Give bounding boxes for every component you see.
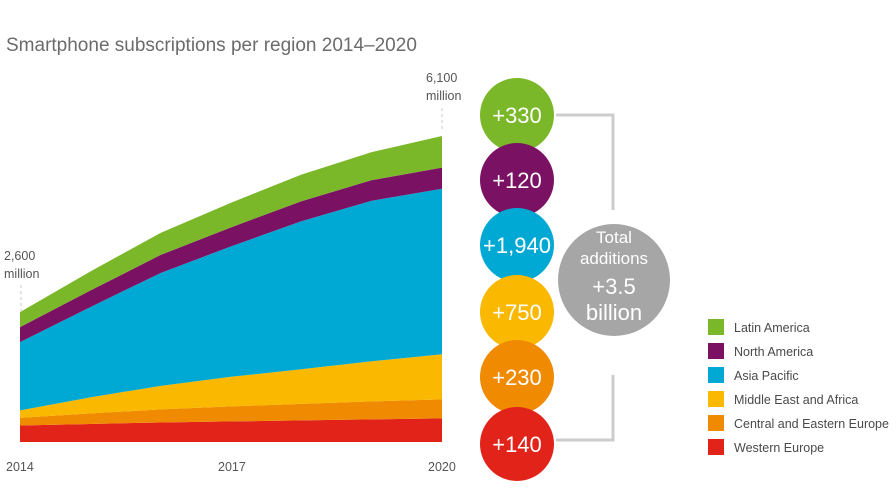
x-tick-2017: 2017 [218, 460, 246, 474]
x-tick-2014: 2014 [6, 460, 34, 474]
bubble-circle [480, 275, 554, 349]
bubble-circle [480, 407, 554, 481]
bubble-label: +230 [492, 365, 542, 390]
end-unit-label: million [426, 89, 461, 103]
area-middle-east-and-africa [20, 354, 442, 418]
total-line-2: additions [580, 249, 648, 268]
bubble-label: +1,940 [483, 233, 551, 258]
total-additions-bubble: Total additions +3.5 billion [558, 224, 670, 336]
legend-swatch-middle-east-africa [708, 391, 724, 407]
total-circle [558, 224, 670, 336]
total-line-1: Total [596, 228, 632, 247]
legend-swatch-central-eastern-europe [708, 415, 724, 431]
legend-swatch-north-america [708, 343, 724, 359]
addition-bubble-central-eastern-europe: +230 [480, 340, 554, 414]
area-central-and-eastern-europe [20, 399, 442, 426]
start-value-label: 2,600 [4, 249, 35, 263]
bubble-label: +750 [492, 300, 542, 325]
legend-label-north-america: North America [734, 345, 813, 359]
legend-swatch-western-europe [708, 439, 724, 455]
bubble-circle [480, 208, 554, 282]
additions-bracket [556, 113, 615, 442]
addition-bubble-middle-east-africa: +750 [480, 275, 554, 349]
bubble-circle [480, 340, 554, 414]
legend: Latin America North America Asia Pacific… [708, 319, 889, 455]
area-asia-pacific [20, 188, 442, 411]
legend-swatch-latin-america [708, 319, 724, 335]
legend-label-asia-pacific: Asia Pacific [734, 369, 799, 383]
bubble-circle [480, 143, 554, 217]
stacked-areas [20, 136, 442, 442]
end-value-label: 6,100 [426, 71, 457, 85]
area-latin-america [20, 136, 442, 328]
legend-label-latin-america: Latin America [734, 321, 810, 335]
area-north-america [20, 167, 442, 343]
area-western-europe [20, 418, 442, 442]
addition-bubble-asia-pacific: +1,940 [480, 208, 554, 282]
total-line-4: billion [586, 300, 642, 325]
addition-bubble-north-america: +120 [480, 143, 554, 217]
bubble-label: +140 [492, 432, 542, 457]
total-line-3: +3.5 [592, 274, 635, 299]
addition-bubble-western-europe: +140 [480, 407, 554, 481]
bubble-circle [480, 78, 554, 152]
addition-bubble-latin-america: +330 [480, 78, 554, 152]
legend-label-middle-east-africa: Middle East and Africa [734, 393, 858, 407]
start-unit-label: million [4, 267, 39, 281]
bubble-label: +330 [492, 103, 542, 128]
legend-label-western-europe: Western Europe [734, 441, 824, 455]
chart-title: Smartphone subscriptions per region 2014… [6, 35, 417, 56]
legend-label-central-eastern-europe: Central and Eastern Europe [734, 417, 889, 431]
bubble-label: +120 [492, 168, 542, 193]
legend-swatch-asia-pacific [708, 367, 724, 383]
x-tick-2020: 2020 [428, 460, 456, 474]
